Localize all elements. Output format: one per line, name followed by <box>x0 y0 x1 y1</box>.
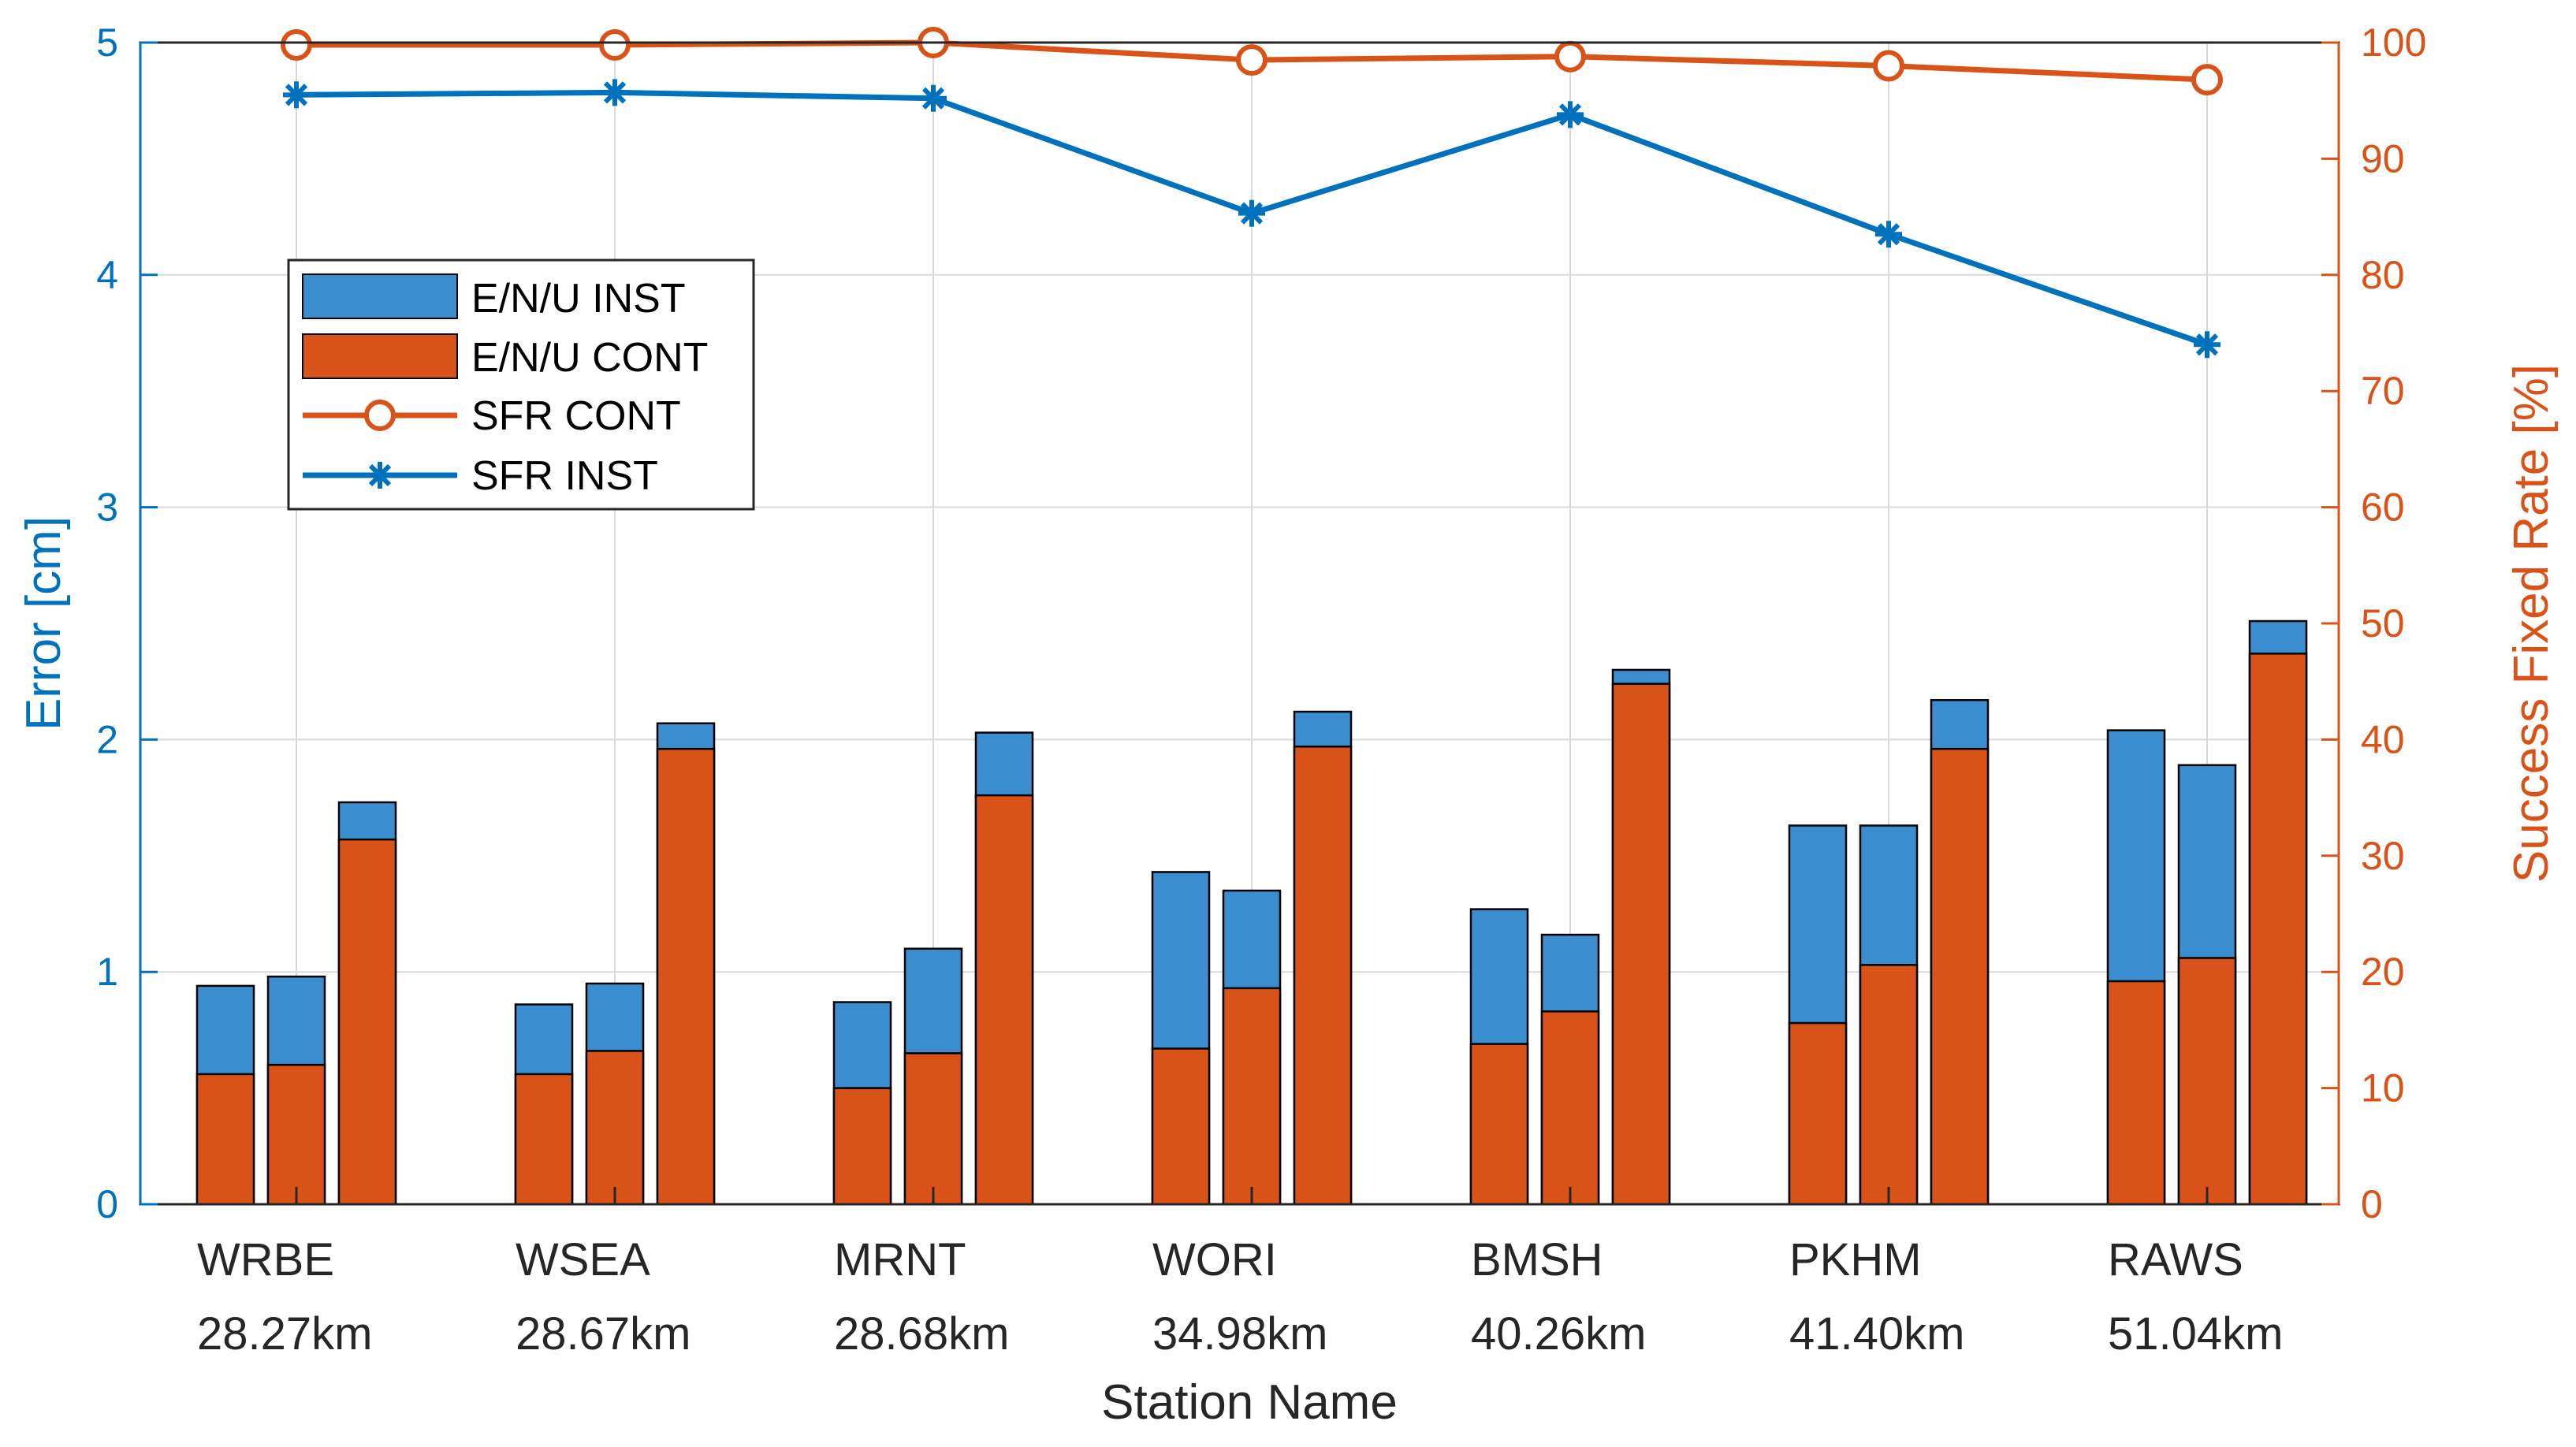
left-axis-tick-label: 2 <box>96 717 118 761</box>
legend-swatch-inst <box>302 273 458 319</box>
x-tick-label-distance: 34.98km <box>1152 1308 1327 1360</box>
legend-label-cont-bars: E/N/U CONT <box>471 335 708 381</box>
series-point-sfr-inst <box>920 84 947 112</box>
bar-cont-U <box>2248 653 2308 1206</box>
bar-cont-N <box>1540 1010 1600 1206</box>
left-axis-tick-label: 5 <box>96 20 118 65</box>
left-axis-tick-label: 3 <box>96 485 118 530</box>
bar-cont-N <box>1859 964 1919 1206</box>
bar-cont-N <box>1222 987 1282 1206</box>
legend-label-sfr-inst: SFR INST <box>471 453 658 499</box>
lines <box>281 27 2223 359</box>
right-axis-tick-label: 10 <box>2361 1066 2405 1110</box>
bar-cont-U <box>974 794 1034 1206</box>
bar-cont-N <box>266 1063 326 1206</box>
right-axis-tick-label: 30 <box>2361 834 2405 878</box>
left-axis: 0 1 2 3 4 5 <box>96 20 158 1226</box>
series-point-sfr-cont <box>1554 40 1586 73</box>
right-axis-tick-label: 80 <box>2361 253 2405 297</box>
right-axis: 0 10 20 30 40 50 60 70 80 90 100 <box>2321 20 2426 1226</box>
bar-cont-U <box>1293 745 1353 1206</box>
bar-cont-E <box>832 1087 892 1206</box>
right-axis-tick-label: 20 <box>2361 950 2405 994</box>
bar-cont-E <box>195 1073 255 1206</box>
legend-label-inst-bars: E/N/U INST <box>471 276 686 322</box>
bar-cont-U <box>1930 747 1990 1206</box>
series-point-sfr-cont <box>1873 50 1904 82</box>
legend-swatch-cont <box>302 333 458 379</box>
x-tick-label-distance: 28.67km <box>516 1308 691 1360</box>
right-axis-tick-label: 70 <box>2361 369 2405 413</box>
x-tick-label-distance: 40.26km <box>1471 1308 1646 1360</box>
left-axis-tick-label: 1 <box>96 950 118 994</box>
x-tick-label-distance: 51.04km <box>2108 1308 2283 1360</box>
right-axis-label: Success Fixed Rate [%] <box>2504 364 2559 883</box>
bar-cont-E <box>1151 1047 1211 1206</box>
legend-label-sfr-cont: SFR CONT <box>471 393 681 439</box>
left-axis-tick-label: 0 <box>96 1182 118 1226</box>
bar-cont-E <box>1788 1021 1848 1206</box>
x-tick-label-distance: 28.27km <box>197 1308 372 1360</box>
right-axis-tick-label: 60 <box>2361 485 2405 530</box>
series-point-sfr-cont <box>1236 44 1268 76</box>
right-axis-tick-label: 50 <box>2361 601 2405 645</box>
x-tick-label-station: WSEA <box>516 1234 650 1285</box>
legend: E/N/U INST E/N/U CONT SFR CONT SFR INST <box>287 259 755 511</box>
x-tick-label-station: RAWS <box>2108 1234 2243 1285</box>
legend-marker-sfr-inst <box>367 462 393 489</box>
x-tick-label-station: WRBE <box>197 1234 334 1285</box>
right-axis-tick-label: 0 <box>2361 1182 2383 1226</box>
right-axis-tick-label: 40 <box>2361 717 2405 761</box>
series-point-sfr-cont <box>281 28 312 61</box>
x-axis: WRBE 28.27km WSEA 28.67km MRNT 28.68km WORI 34.… <box>197 1187 2283 1360</box>
x-tick-label-station: BMSH <box>1471 1234 1603 1285</box>
bar-cont-U <box>1611 683 1671 1206</box>
bar-cont-U <box>656 747 716 1206</box>
series-point-sfr-cont <box>599 28 631 61</box>
x-tick-label-station: PKHM <box>1789 1234 1922 1285</box>
bar-cont-U <box>337 838 397 1206</box>
x-tick-label-distance: 28.68km <box>834 1308 1009 1360</box>
bar-cont-E <box>1469 1043 1529 1206</box>
x-axis-label: Station Name <box>1101 1375 1398 1430</box>
series-point-sfr-cont <box>2191 64 2223 96</box>
right-axis-tick-label: 100 <box>2361 20 2426 65</box>
legend-marker-sfr-cont <box>364 400 396 431</box>
series-point-sfr-inst <box>2194 331 2220 359</box>
series-point-sfr-inst <box>1557 101 1584 128</box>
bar-cont-E <box>2106 980 2166 1206</box>
series-point-sfr-inst <box>601 79 628 106</box>
series-point-sfr-inst <box>283 81 310 109</box>
bars <box>195 619 2308 1206</box>
bar-cont-N <box>585 1050 645 1206</box>
series-point-sfr-inst <box>1238 199 1265 227</box>
x-tick-label-distance: 41.40km <box>1789 1308 1964 1360</box>
left-axis-tick-label: 4 <box>96 253 118 297</box>
series-point-sfr-inst <box>1875 221 1902 248</box>
bar-cont-E <box>514 1073 574 1206</box>
bar-cont-N <box>903 1052 963 1206</box>
left-axis-label: Error [cm] <box>17 516 71 731</box>
x-tick-label-station: MRNT <box>834 1234 966 1285</box>
x-tick-label-station: WORI <box>1152 1234 1277 1285</box>
right-axis-tick-label: 90 <box>2361 136 2405 180</box>
bar-cont-N <box>2177 957 2237 1206</box>
